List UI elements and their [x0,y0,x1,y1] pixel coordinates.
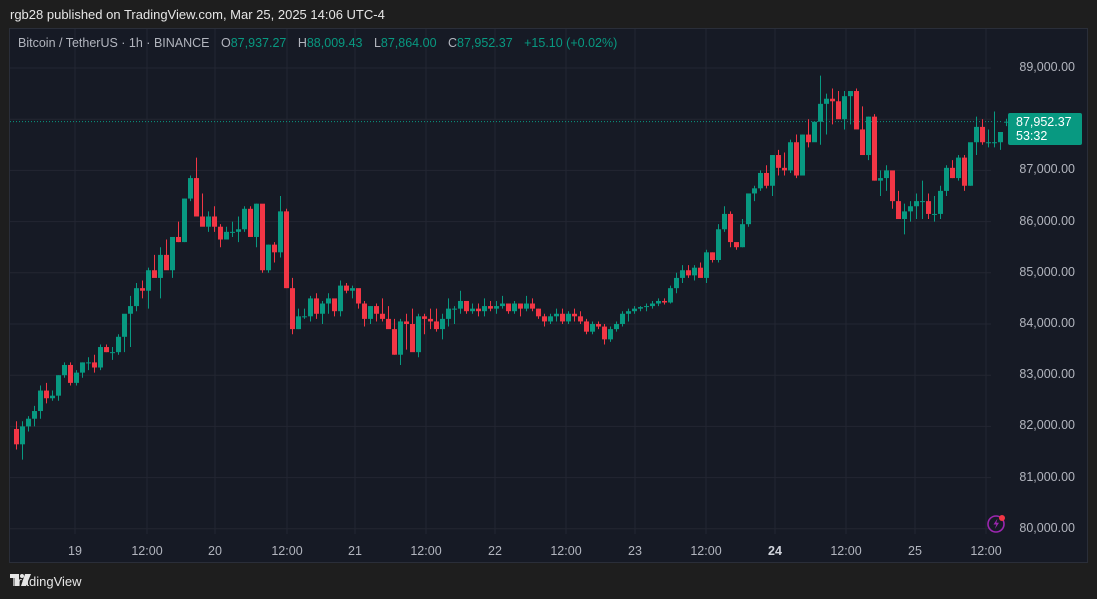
time-axis-label: 19 [68,544,82,558]
time-axis-label: 23 [628,544,642,558]
time-axis-label: 25 [908,544,922,558]
time-axis-label: 20 [208,544,222,558]
last-price-value: 87,952.37 [1016,115,1072,129]
change-value: +15.10 (+0.02%) [524,36,618,50]
price-axis-label: 89,000.00 [1019,60,1075,74]
bar-countdown: 53:32 [1016,129,1048,143]
close-label: C [448,36,458,50]
time-axis-label: 12:00 [271,544,303,558]
lightning-alert-icon[interactable] [987,513,1005,533]
low-value: 87,864.00 [380,36,437,50]
time-axis-label: 24 [768,544,782,558]
time-axis-label: 12:00 [970,544,1002,558]
time-axis-label: 12:00 [410,544,442,558]
last-price-tag: 87,952.37 53:32 [1008,113,1082,145]
ohlc-legend: Bitcoin / TetherUS · 1h · BINANCE O87,93… [18,36,617,50]
time-axis-label: 12:00 [550,544,582,558]
low-label: L [373,36,381,50]
chart-pane[interactable]: Bitcoin / TetherUS · 1h · BINANCE O87,93… [9,28,1088,563]
time-axis-label: 21 [348,544,362,558]
tradingview-footer: TradingView [10,574,82,589]
time-axis-label: 12:00 [830,544,862,558]
price-axis-label: 87,000.00 [1019,162,1075,177]
price-axis-label: 83,000.00 [1019,367,1075,382]
symbol-label[interactable]: Bitcoin / TetherUS · 1h · BINANCE [18,36,210,50]
candlestick-chart[interactable] [10,29,1087,562]
published-by-header: rgb28 published on TradingView.com, Mar … [10,7,385,22]
price-axis-label: 85,000.00 [1019,264,1075,279]
price-axis-label: 80,000.00 [1019,520,1075,535]
open-value: 87,937.27 [230,36,287,50]
time-axis-label: 12:00 [131,544,163,558]
price-axis-label: 84,000.00 [1019,316,1075,330]
price-axis-label: 82,000.00 [1019,418,1075,433]
tradingview-logo-icon [10,574,31,586]
high-value: 88,009.43 [306,36,363,50]
open-label: O [221,36,231,50]
price-axis-label: 81,000.00 [1019,469,1075,484]
price-axis-label: 86,000.00 [1019,213,1075,228]
time-axis-label: 22 [488,544,502,558]
close-value: 87,952.37 [457,36,513,50]
time-axis-label: 12:00 [690,544,722,558]
high-label: H [297,36,307,50]
